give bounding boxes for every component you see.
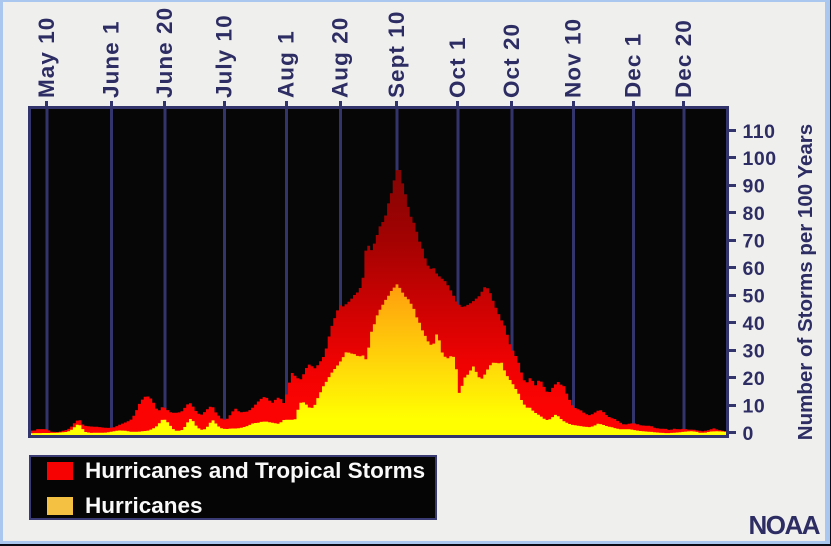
svg-text:40: 40 <box>743 313 766 335</box>
svg-text:Dec 1: Dec 1 <box>621 33 646 98</box>
svg-text:Number of Storms per 100 Years: Number of Storms per 100 Years <box>794 124 817 440</box>
svg-text:60: 60 <box>743 258 766 280</box>
svg-text:20: 20 <box>743 368 766 390</box>
svg-text:80: 80 <box>743 203 766 225</box>
svg-text:NOAA: NOAA <box>749 510 821 540</box>
svg-text:10: 10 <box>743 395 766 417</box>
svg-text:Oct 1: Oct 1 <box>445 36 470 98</box>
svg-text:Aug 20: Aug 20 <box>328 17 353 98</box>
svg-text:0: 0 <box>743 423 754 445</box>
svg-text:Oct 20: Oct 20 <box>499 23 524 98</box>
svg-text:90: 90 <box>743 176 766 198</box>
svg-text:70: 70 <box>743 231 766 253</box>
svg-text:July 10: July 10 <box>212 14 237 98</box>
svg-text:June 20: June 20 <box>152 7 177 98</box>
svg-text:Nov 10: Nov 10 <box>561 18 586 98</box>
svg-text:Dec 20: Dec 20 <box>671 19 696 98</box>
svg-text:30: 30 <box>743 340 766 362</box>
svg-text:Sept 10: Sept 10 <box>384 11 409 98</box>
svg-text:110: 110 <box>743 121 776 143</box>
svg-text:May 10: May 10 <box>34 17 59 98</box>
svg-text:100: 100 <box>743 148 777 170</box>
svg-text:June 1: June 1 <box>99 20 124 98</box>
svg-text:50: 50 <box>743 286 766 308</box>
svg-text:Aug 1: Aug 1 <box>274 30 299 98</box>
